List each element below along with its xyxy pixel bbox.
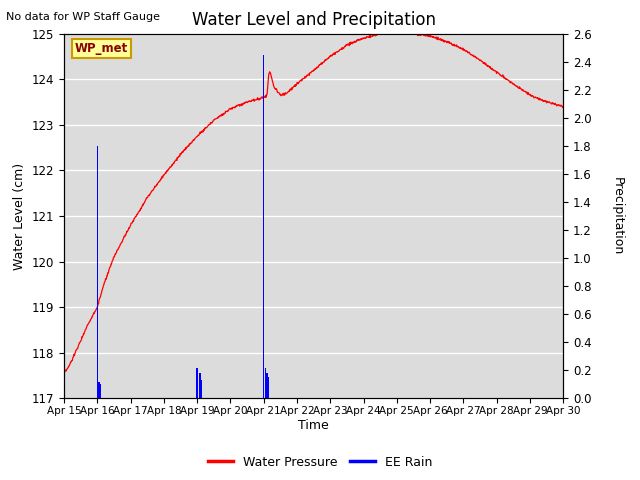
Bar: [263, 55, 264, 398]
X-axis label: Time: Time: [298, 419, 329, 432]
Y-axis label: Water Level (cm): Water Level (cm): [13, 162, 26, 270]
Y-axis label: Precipitation: Precipitation: [611, 177, 624, 255]
Legend: Water Pressure, EE Rain: Water Pressure, EE Rain: [203, 451, 437, 474]
Bar: [100, 384, 101, 398]
Bar: [268, 377, 269, 398]
Text: No data for WP Staff Gauge: No data for WP Staff Gauge: [6, 12, 161, 22]
Text: WP_met: WP_met: [75, 42, 129, 55]
Bar: [199, 373, 200, 398]
Bar: [265, 368, 266, 398]
Bar: [266, 373, 268, 398]
Title: Water Level and Precipitation: Water Level and Precipitation: [191, 11, 436, 29]
Bar: [97, 146, 98, 398]
Bar: [98, 382, 100, 398]
Bar: [196, 368, 198, 398]
Bar: [201, 380, 202, 398]
